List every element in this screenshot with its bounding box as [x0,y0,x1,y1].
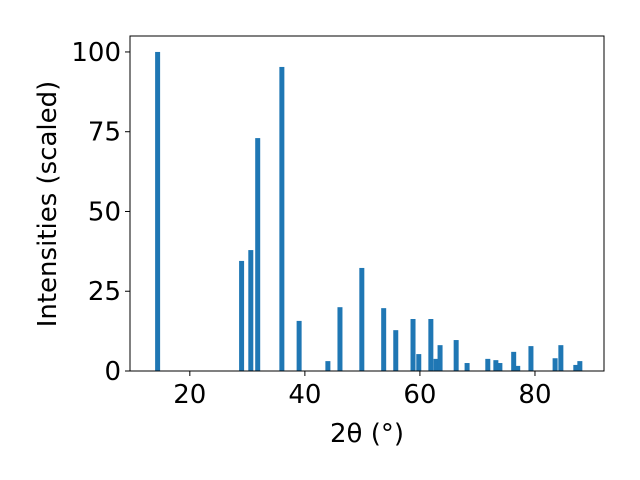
bar [577,361,583,371]
y-tick-label: 25 [88,277,121,307]
x-tick-label: 80 [518,380,551,410]
bar [433,358,439,371]
bar [515,365,521,371]
bar [325,361,331,371]
plot-frame [129,35,605,372]
x-tick-label: 20 [173,380,206,410]
y-tick-label: 75 [88,118,121,148]
bar [428,318,434,371]
bar [239,260,245,371]
y-tick-label: 100 [71,38,121,68]
bar [279,66,285,371]
x-axis-label: 2θ (°) [330,419,404,449]
bar [573,364,579,371]
bar [248,250,254,371]
bar [337,307,343,371]
bar [485,358,491,371]
bar [497,363,503,371]
bar [511,351,517,371]
bar [359,267,365,371]
bar [493,360,499,371]
bar [410,318,416,371]
bar [296,320,302,371]
bar [552,358,558,371]
bar [528,346,534,371]
bar [155,51,161,371]
bar [393,330,399,371]
bar [255,138,261,371]
x-tick-label: 40 [288,380,321,410]
y-tick-label: 50 [88,197,121,227]
bar [558,345,564,371]
x-tick-label: 60 [403,380,436,410]
bar [416,354,422,371]
y-tick-label: 0 [104,357,121,387]
bar [464,363,470,371]
y-axis-label: Intensities (scaled) [33,81,63,328]
bar [437,345,443,371]
bar [453,340,459,371]
bar [381,308,387,371]
